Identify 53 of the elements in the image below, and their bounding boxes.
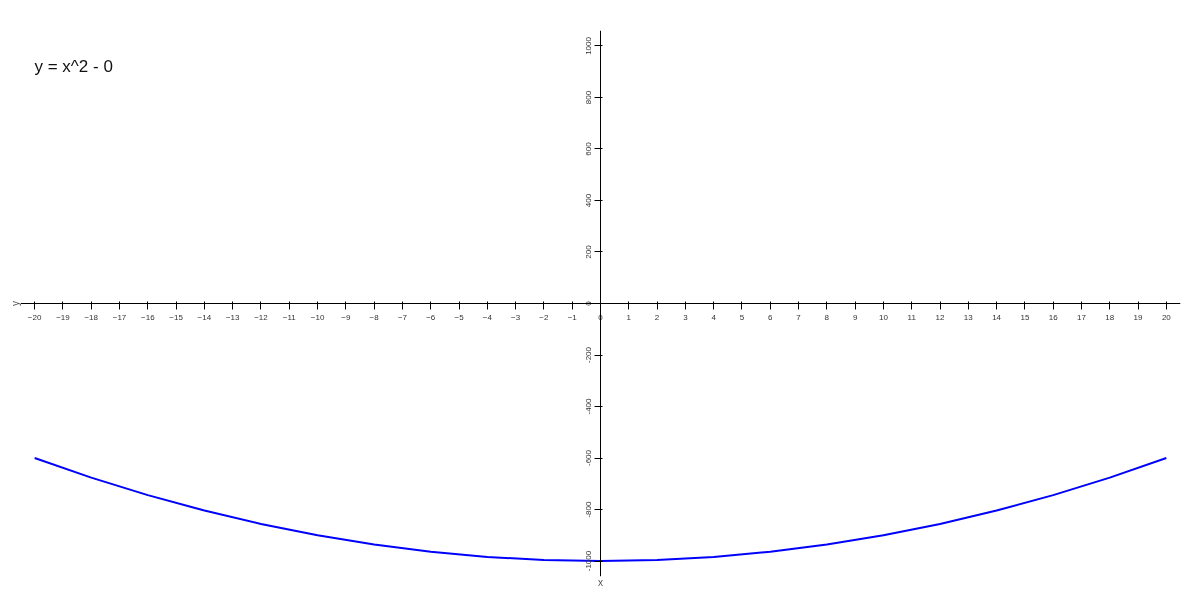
x-tick-label: −4 xyxy=(482,312,493,322)
y-tick-label: 200 xyxy=(584,244,593,259)
x-tick-label: 17 xyxy=(1077,312,1087,322)
x-tick-label: −5 xyxy=(454,312,465,322)
y-tick-label: 800 xyxy=(584,90,593,105)
y-tick-label: -1000 xyxy=(584,550,593,572)
x-tick-label: 18 xyxy=(1105,312,1115,322)
x-tick-label: 20 xyxy=(1161,312,1172,322)
y-tick-label: 1000 xyxy=(584,36,593,55)
y-axis-title: y xyxy=(9,301,21,306)
y-tick-label: -400 xyxy=(584,397,593,415)
x-tick-label: 5 xyxy=(739,312,745,322)
y-tick-label: -800 xyxy=(584,500,593,518)
x-tick-label: −10 xyxy=(310,312,325,322)
x-tick-label: −12 xyxy=(254,312,269,322)
x-tick-label: −7 xyxy=(397,312,408,322)
x-tick-label: −18 xyxy=(84,312,99,322)
x-tick-label: 8 xyxy=(824,312,830,322)
x-tick-label: −13 xyxy=(225,312,241,322)
x-tick-label: 12 xyxy=(935,312,946,322)
x-tick-label: 1 xyxy=(626,312,632,322)
x-tick-label: −11 xyxy=(282,312,297,322)
x-tick-label: 14 xyxy=(992,312,1002,322)
x-axis-title: x xyxy=(598,576,603,588)
x-tick-label: −8 xyxy=(369,312,380,322)
x-tick-label: −16 xyxy=(141,312,156,322)
x-tick-label: 9 xyxy=(852,312,858,322)
y-tick-label: -600 xyxy=(584,449,593,467)
x-tick-label: −17 xyxy=(112,312,127,322)
y-tick-label: -200 xyxy=(584,346,593,364)
x-tick-label: 19 xyxy=(1133,312,1144,322)
x-tick-label: 13 xyxy=(963,312,974,322)
x-tick-label: −1 xyxy=(567,312,578,322)
y-tick-label: 600 xyxy=(584,141,593,156)
x-tick-label: 11 xyxy=(907,312,917,322)
text: y = x^2 - 0 xyxy=(34,56,113,76)
x-tick-label: 2 xyxy=(654,312,660,322)
x-tick-label: 7 xyxy=(796,312,802,322)
x-tick-label: 4 xyxy=(711,312,717,322)
x-tick-label: 15 xyxy=(1020,312,1030,322)
x-tick-label: −19 xyxy=(56,312,71,322)
x-tick-label: −2 xyxy=(539,312,550,322)
x-tick-label: −9 xyxy=(341,312,351,322)
x-tick-label: −14 xyxy=(197,312,212,322)
x-tick-label: −6 xyxy=(426,312,436,322)
y-tick-label: 400 xyxy=(584,193,593,208)
x-tick-label: 6 xyxy=(768,312,774,322)
x-tick-label: 3 xyxy=(683,312,689,322)
x-tick-label: 10 xyxy=(878,312,889,322)
x-tick-label: 16 xyxy=(1048,312,1059,322)
x-tick-label: −3 xyxy=(511,312,521,322)
x-tick-label: −20 xyxy=(27,312,42,322)
x-tick-label: −15 xyxy=(169,312,184,322)
